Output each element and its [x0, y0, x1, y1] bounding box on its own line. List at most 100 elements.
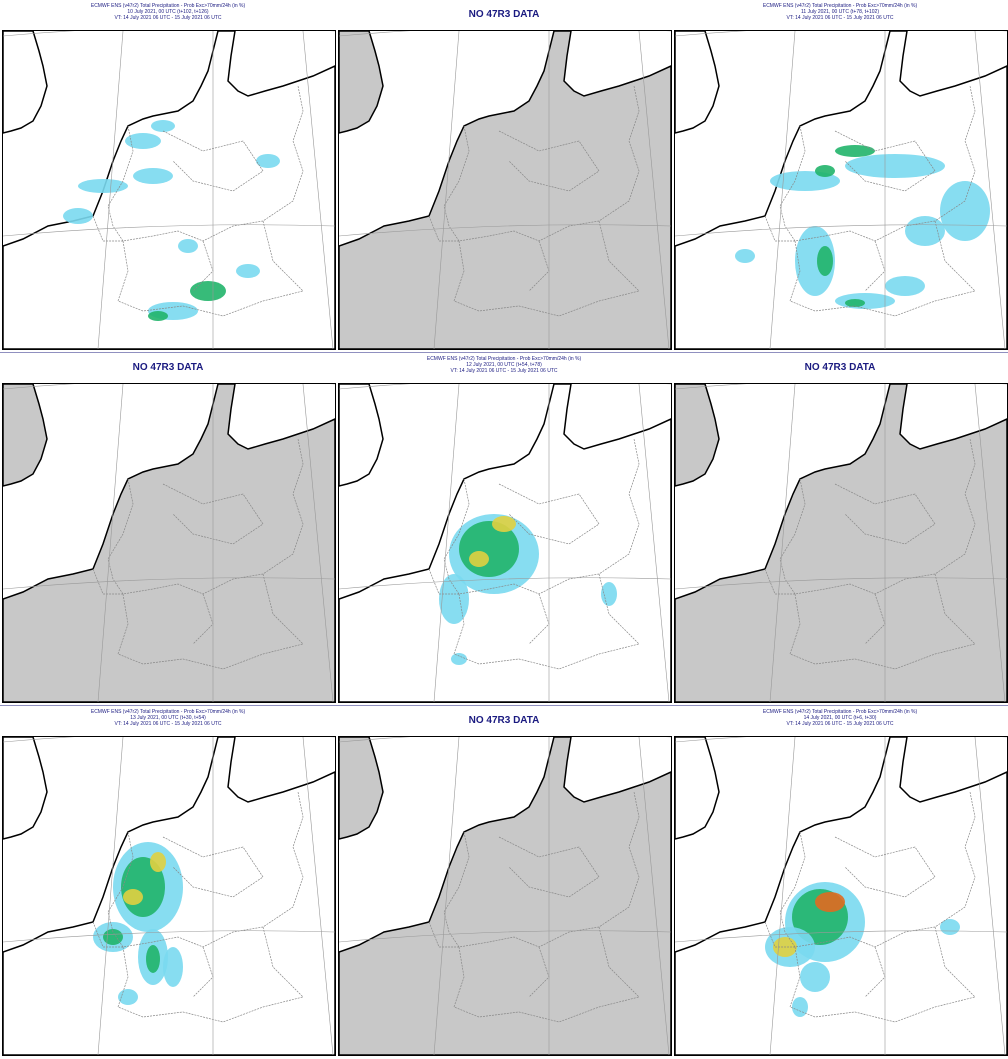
map-panel: ECMWF ENS (v47r2) Total Precipitation - …	[672, 706, 1008, 1059]
graticule	[302, 384, 334, 702]
border	[162, 483, 264, 545]
panel-header: NO 47R3 DATA	[804, 362, 876, 373]
panel-header: NO 47R3 DATA	[132, 362, 204, 373]
title-line: VT: 14 July 2021 06 UTC - 15 July 2021 0…	[450, 368, 558, 374]
precip-area	[835, 145, 875, 157]
precip-area	[163, 947, 183, 987]
graticule	[3, 31, 335, 37]
graticule	[339, 930, 671, 943]
title-line: 12 July 2021, 00 UTC (t+54, t+78)	[466, 362, 542, 368]
border	[443, 438, 640, 595]
border	[498, 483, 600, 545]
panel-header: ECMWF ENS (v47r2) Total Precipitation - …	[672, 0, 1008, 33]
precip-area	[800, 962, 830, 992]
graticule	[433, 31, 460, 349]
land	[339, 31, 671, 349]
graticule	[97, 31, 124, 349]
border	[764, 568, 795, 595]
border	[934, 926, 976, 998]
precip-area	[795, 226, 835, 296]
map	[338, 736, 672, 1056]
map	[674, 383, 1008, 703]
graticule	[97, 737, 124, 1055]
precip-area	[178, 239, 198, 253]
title-line: 13 July 2021, 00 UTC (t+30, t+54)	[130, 715, 206, 721]
precip-area	[256, 154, 280, 168]
precip-area	[492, 516, 516, 532]
graticule	[638, 737, 670, 1055]
border	[789, 946, 976, 1023]
precip-area	[125, 133, 161, 149]
panel-header: NO 47R3 DATA	[468, 9, 540, 20]
border	[779, 85, 976, 242]
border	[498, 836, 600, 898]
border	[764, 921, 795, 948]
title-line: 10 July 2021, 00 UTC (t+102, t+126)	[127, 9, 209, 15]
border	[92, 568, 123, 595]
map	[674, 736, 1008, 1056]
graticule	[769, 384, 796, 702]
panel-header: NO 47R3 DATA	[468, 715, 540, 726]
border	[598, 573, 640, 645]
map-panel: NO 47R3 DATA	[336, 706, 672, 1059]
precip-area	[133, 168, 173, 184]
title-line: ECMWF ENS (v47r2) Total Precipitation - …	[762, 3, 918, 9]
border	[834, 483, 936, 545]
graticule	[97, 384, 124, 702]
precip-area	[845, 299, 865, 307]
land	[3, 384, 335, 702]
map-panel: ECMWF ENS (v47r2) Total Precipitation - …	[672, 0, 1008, 353]
precip-area	[845, 154, 945, 178]
graticule	[974, 384, 1006, 702]
graticule	[339, 384, 671, 390]
precip-area	[63, 208, 93, 224]
graticule	[974, 31, 1006, 349]
precip-area	[815, 165, 835, 177]
graticule	[3, 930, 335, 943]
map	[2, 30, 336, 350]
border	[934, 573, 976, 645]
precip-area	[190, 281, 226, 301]
border	[117, 946, 304, 1023]
title-line: ECMWF ENS (v47r2) Total Precipitation - …	[90, 3, 246, 9]
precip-area	[885, 276, 925, 296]
land	[3, 737, 48, 840]
graticule	[339, 577, 671, 590]
border	[764, 215, 795, 242]
precip-area	[451, 653, 467, 665]
map-panel: NO 47R3 DATA	[0, 353, 336, 706]
border	[498, 130, 600, 192]
precip-area	[148, 311, 168, 321]
graticule	[769, 737, 796, 1055]
land	[675, 737, 720, 840]
graticule	[974, 737, 1006, 1055]
border	[262, 926, 304, 998]
precip-area	[439, 574, 469, 624]
graticule	[675, 31, 1007, 37]
border	[453, 593, 640, 670]
precip-area	[735, 249, 755, 263]
map-panel: ECMWF ENS (v47r2) Total Precipitation - …	[0, 706, 336, 1059]
graticule	[769, 31, 796, 349]
map-panel: NO 47R3 DATA	[336, 0, 672, 353]
border	[428, 921, 459, 948]
map	[674, 30, 1008, 350]
border	[598, 926, 640, 998]
map	[338, 383, 672, 703]
title-line: VT: 14 July 2021 06 UTC - 15 July 2021 0…	[786, 15, 894, 21]
border	[834, 130, 936, 192]
graticule	[638, 384, 670, 702]
precip-area	[469, 551, 489, 567]
graticule	[433, 737, 460, 1055]
graticule	[675, 930, 1007, 943]
border	[428, 568, 459, 595]
border	[428, 215, 459, 242]
graticule	[675, 384, 1007, 390]
panel-header: ECMWF ENS (v47r2) Total Precipitation - …	[672, 706, 1008, 739]
land	[3, 384, 48, 487]
precip-area	[815, 892, 845, 912]
map	[2, 383, 336, 703]
border	[162, 130, 264, 192]
precip-area	[940, 181, 990, 241]
graticule	[433, 384, 460, 702]
